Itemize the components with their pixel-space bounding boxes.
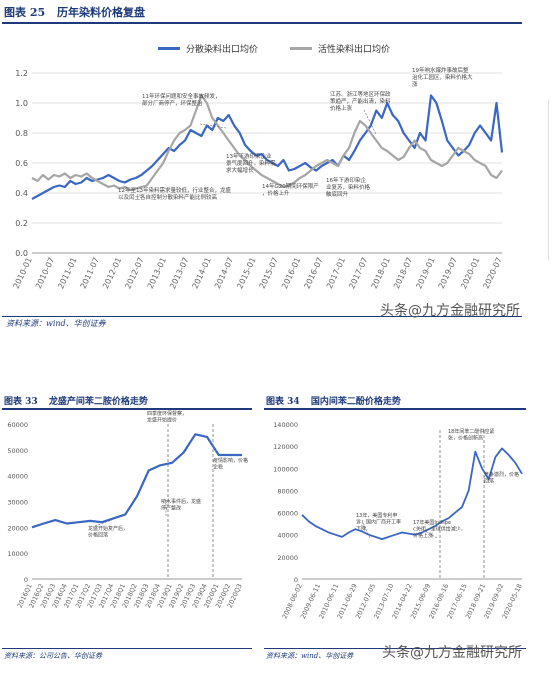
- y-tick-label: 20000: [277, 554, 298, 562]
- y-tick-label: 0.0: [15, 249, 28, 258]
- figure-caption: 龙盛产间苯二胺价格走势: [48, 397, 148, 407]
- figure-title: 图表 34 国内间苯二酚价格走势: [266, 394, 401, 407]
- x-tick-label: 2016-01: [280, 256, 302, 290]
- annotation-2: 响水事件后，龙盛停产整改: [161, 498, 201, 512]
- x-tick-label: 2014-07: [213, 256, 235, 290]
- x-tick-label: 2020-01: [459, 256, 481, 290]
- y-tick-label: 50000: [7, 447, 28, 455]
- x-tick-label: 2018-07: [392, 256, 414, 290]
- source-note: 资料来源：公司公告、华创证券: [4, 652, 102, 660]
- source-note: 资料来源：wind、华创证券: [266, 652, 354, 660]
- figure-caption: 国内间苯二酚价格走势: [310, 397, 401, 407]
- x-tick-label: 2014-01: [191, 256, 213, 290]
- annotation-leader: [94, 519, 113, 527]
- annotation-4: 竞争激烈，价格回落: [484, 471, 519, 485]
- figure-title: 图表 33 龙盛产间苯二胺价格走势: [4, 394, 148, 407]
- title-rule: [2, 408, 252, 410]
- series-line-1: [31, 94, 504, 200]
- y-tick-label: 0.6: [15, 159, 28, 168]
- chart-panel-mpd-prices: 图表 33 龙盛产间苯二胺价格走势 0 10000 20000 30000 40000 5…: [0, 390, 256, 665]
- y-tick-label: 40000: [7, 473, 28, 481]
- legend-swatch-disperse: [158, 47, 180, 50]
- legend-swatch-reactive: [290, 47, 313, 50]
- y-tick-label: 140000: [273, 421, 298, 429]
- figure-number: 图表 25: [4, 6, 46, 19]
- y-tick-label: 100000: [273, 465, 298, 473]
- annotation-2: 17年美国Indspe c关闭，全球供给减少，价格上涨: [413, 519, 466, 539]
- annotation-4: 疫情影响，价格企稳: [213, 457, 248, 471]
- x-tick-label: 2010-07: [34, 256, 56, 290]
- chart-panel-resorcinol-prices: 图表 34 国内间苯二酚价格走势 0 20000 40000 60000 80000 10…: [262, 390, 530, 665]
- figure-caption: 历年染料价格复盘: [56, 6, 145, 19]
- x-tick-label: 2013-07: [168, 256, 190, 290]
- legend-label-disperse: 分散染料出口均价: [186, 45, 259, 55]
- x-tick-label: 2015-01: [235, 256, 257, 290]
- annotation-leader: [199, 123, 227, 129]
- y-tick-label: 0.4: [15, 189, 28, 198]
- x-tick-label: 2012-01: [101, 256, 123, 290]
- source-rule: [2, 648, 252, 649]
- chart-panel-dye-prices: 图表 25 历年染料价格复盘 分散染料出口均价 活性染料出口均价 0.0 0.2 0…: [0, 0, 526, 330]
- y-tick-label: 30000: [7, 499, 28, 507]
- series-line-1: [31, 433, 242, 529]
- annotation-5: 16年下游印染企业复苏，染料价格触底回升: [326, 176, 371, 198]
- y-tick-label: 60000: [7, 421, 28, 429]
- y-tick-label: 1.2: [15, 69, 28, 78]
- annotation-1: 四季度环保督察，龙盛开始提价: [147, 410, 187, 424]
- x-tick-label: 2019-07: [437, 256, 459, 290]
- x-tick-label: 2011-07: [79, 256, 101, 290]
- y-tick-label: 120000: [273, 443, 298, 451]
- x-tick-label: 2013-01: [146, 256, 168, 290]
- annotation-3: 12年至13年染料需求量较低，行业整合，龙盛以及闰土各自控制分散染料产能比例较高: [118, 186, 231, 201]
- x-tick-label: 2011-01: [56, 256, 78, 290]
- annotation-1: 13年，美国专利申诉，国内厂商开工率下降: [356, 512, 401, 532]
- annotation-3: 龙盛开始复产后，价格回落: [88, 525, 128, 539]
- x-tick-label: 2017-01: [325, 256, 347, 290]
- series-line-1: [301, 447, 523, 541]
- x-tick-label: 2015-07: [258, 256, 280, 290]
- chart-svg-resorcinol-prices: 0200004000060000800001000001200001400002…: [273, 421, 524, 620]
- figure-number: 图表 34: [266, 397, 300, 407]
- annotation-3: 18年间苯二酚供应紧张，价格创新高: [448, 428, 494, 442]
- title-rule: [2, 22, 522, 24]
- annotation-leader: [363, 109, 377, 135]
- y-tick-label: 20000: [7, 524, 28, 532]
- chart-svg-mpd-prices: 01000020000300004000050000600002016Q1201…: [7, 410, 248, 609]
- x-tick-label: 2018-01: [370, 256, 392, 290]
- series-line-2: [31, 94, 503, 192]
- annotation-1: 11年环保问题和安全事故频发，部分厂商停产，环保整治: [142, 92, 221, 107]
- annotation-2: 13年下游印染企业景气度回升，染料需求大幅增长: [226, 152, 276, 174]
- x-tick-label: 2010-01: [12, 256, 34, 290]
- edge-divider: [548, 100, 549, 260]
- y-tick-label: 1.0: [15, 99, 28, 108]
- x-tick-label: 2017-07: [347, 256, 369, 290]
- annotation-4: 14年G20期间环保限产，价格上升: [262, 182, 319, 197]
- source-rule: [2, 316, 522, 317]
- y-tick-label: 0.2: [15, 219, 28, 228]
- annotation-7: 19年响水爆炸事故后整治化工园区，染料价格大涨: [412, 66, 473, 88]
- y-tick-label: 60000: [277, 510, 298, 518]
- legend: 分散染料出口均价 活性染料出口均价: [158, 42, 390, 55]
- x-tick-label: 2012-07: [123, 256, 145, 290]
- y-tick-label: 0: [294, 576, 298, 584]
- x-tick-label: 2016-07: [302, 256, 324, 290]
- figure-number: 图表 33: [4, 397, 38, 407]
- x-tick-label: 2019-01: [414, 256, 436, 290]
- source-note: 资料来源：wind、华创证券: [6, 319, 106, 328]
- y-tick-label: 80000: [277, 487, 298, 495]
- y-tick-label: 0: [24, 576, 28, 584]
- watermark-text: 头条@九方金融研究所: [380, 303, 520, 319]
- source-rule: [264, 648, 526, 649]
- watermark-text: 头条@九方金融研究所: [382, 645, 522, 661]
- y-tick-label: 10000: [7, 550, 28, 558]
- legend-label-reactive: 活性染料出口均价: [318, 45, 391, 55]
- y-tick-label: 40000: [277, 532, 298, 540]
- x-tick-label: 2020-07: [482, 256, 504, 290]
- annotation-6: 江苏、浙江等地区环保政策趋严，产能出清，染料价格上涨: [330, 90, 391, 112]
- y-tick-label: 0.8: [15, 129, 28, 138]
- figure-title: 图表 25 历年染料价格复盘: [4, 4, 145, 20]
- title-rule: [264, 408, 526, 410]
